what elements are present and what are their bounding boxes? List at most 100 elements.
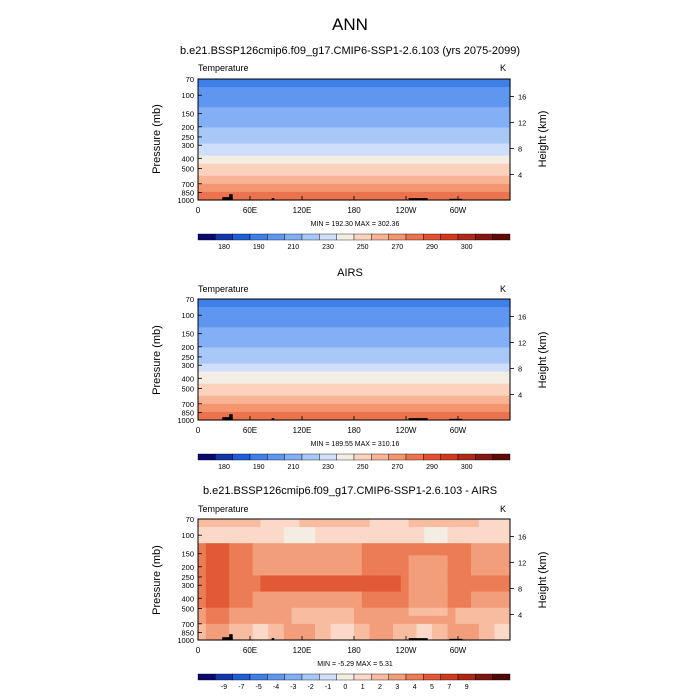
heatmap-cell [229,563,238,568]
heatmap-cell [276,527,285,532]
heatmap-cell [198,551,207,556]
heatmap-cell [455,571,464,577]
heatmap-cell [393,571,402,577]
heatmap-cell [385,603,394,609]
heatmap-cell [221,519,230,524]
heatmap-cell [260,551,269,556]
heatmap-cell [471,539,480,544]
heatmap-cell [338,623,347,629]
heatmap-cell [463,539,472,544]
heatmap-cell [361,567,371,573]
heatmap-cell [205,555,215,560]
heatmap-cell [260,547,269,552]
heatmap-cell [377,547,386,552]
heatmap-cell [478,611,488,617]
heatmap-cell [408,535,417,540]
heatmap-cell [291,535,300,540]
heatmap-cell [198,555,207,560]
heatmap-cell [213,611,222,617]
heatmap-cell [424,583,433,589]
heatmap-cell [494,579,503,585]
heatmap-cell [338,627,347,633]
heatmap-cell [205,599,215,605]
heatmap-cell [307,563,316,568]
y-tick-label-right: 12 [518,119,526,128]
heatmap-cell [432,595,441,601]
heatmap-cell [408,619,417,625]
heatmap-cell [408,563,417,568]
colorbar-swatch [371,233,389,241]
heatmap-cell [229,599,238,605]
heatmap-cell [315,523,324,528]
heatmap-cell [471,627,480,633]
y-tick-label: 250 [181,133,194,142]
heatmap-cell [221,587,230,593]
heatmap-cell [229,543,238,548]
y-tick-label: 150 [181,110,194,119]
heatmap-cell [198,571,207,577]
heatmap-cell [346,575,355,581]
heatmap-cell [439,567,449,573]
heatmap-cell [205,563,215,568]
heatmap-cell [377,587,386,593]
heatmap-cell [213,535,222,540]
heatmap-cell [455,547,464,552]
heatmap-cell [361,631,371,637]
heatmap-cell [455,595,464,601]
heatmap-cell [424,615,433,621]
heatmap-cell [229,527,238,532]
heatmap-cell [385,547,394,552]
heatmap-cell [198,387,511,393]
heatmap-cell [424,607,433,613]
heatmap-cell [486,535,495,540]
heatmap-cell [260,563,269,568]
heatmap-cell [315,539,324,544]
heatmap-cell [291,543,300,548]
heatmap-cell [283,579,293,585]
heatmap-cell [447,519,456,524]
heatmap-cell [416,627,425,633]
heatmap-cell [260,627,269,633]
heatmap-cell [229,547,238,552]
heatmap-cell [221,579,230,585]
heatmap-cell [455,579,464,585]
colorbar: 180 190 210 230 250 270 290 300 [197,453,511,471]
heatmap-cell [478,619,488,625]
heatmap-cell [315,559,324,564]
heatmap-cell [408,551,417,556]
heatmap-cell [221,563,230,568]
heatmap-cell [369,567,378,573]
heatmap-cell [447,575,456,581]
heatmap-cell [361,575,371,581]
heatmap-cell [338,523,347,528]
heatmap-cell [205,567,215,573]
colorbar-label: -2 [308,684,314,691]
heatmap-cell [221,607,230,613]
heatmap-cell [424,531,433,536]
heatmap-cell [198,611,207,617]
heatmap-cell [213,575,222,581]
heatmap-cell [478,635,488,641]
heatmap-cell [432,555,441,560]
heatmap-cell [416,551,425,556]
heatmap-cell [221,567,230,573]
heatmap-cell [221,595,230,601]
heatmap-cell [369,519,378,524]
heatmap-cell [424,591,433,597]
heatmap-cell [268,559,277,564]
heatmap-cell [486,603,495,609]
heatmap-cell [198,579,207,585]
heatmap-cell [299,567,308,573]
heatmap-cell [377,543,386,548]
heatmap-cell [198,175,511,181]
heatmap-cell [424,627,433,633]
heatmap-cell [229,591,238,597]
heatmap-cell [283,611,293,617]
heatmap-cell [354,563,363,568]
heatmap-cell [354,599,363,605]
heatmap-cell [447,531,456,536]
panel-title: b.e21.BSSP126cmip6.f09_g17.CMIP6-SSP1-2.… [203,485,497,497]
heatmap-cell [213,555,222,560]
